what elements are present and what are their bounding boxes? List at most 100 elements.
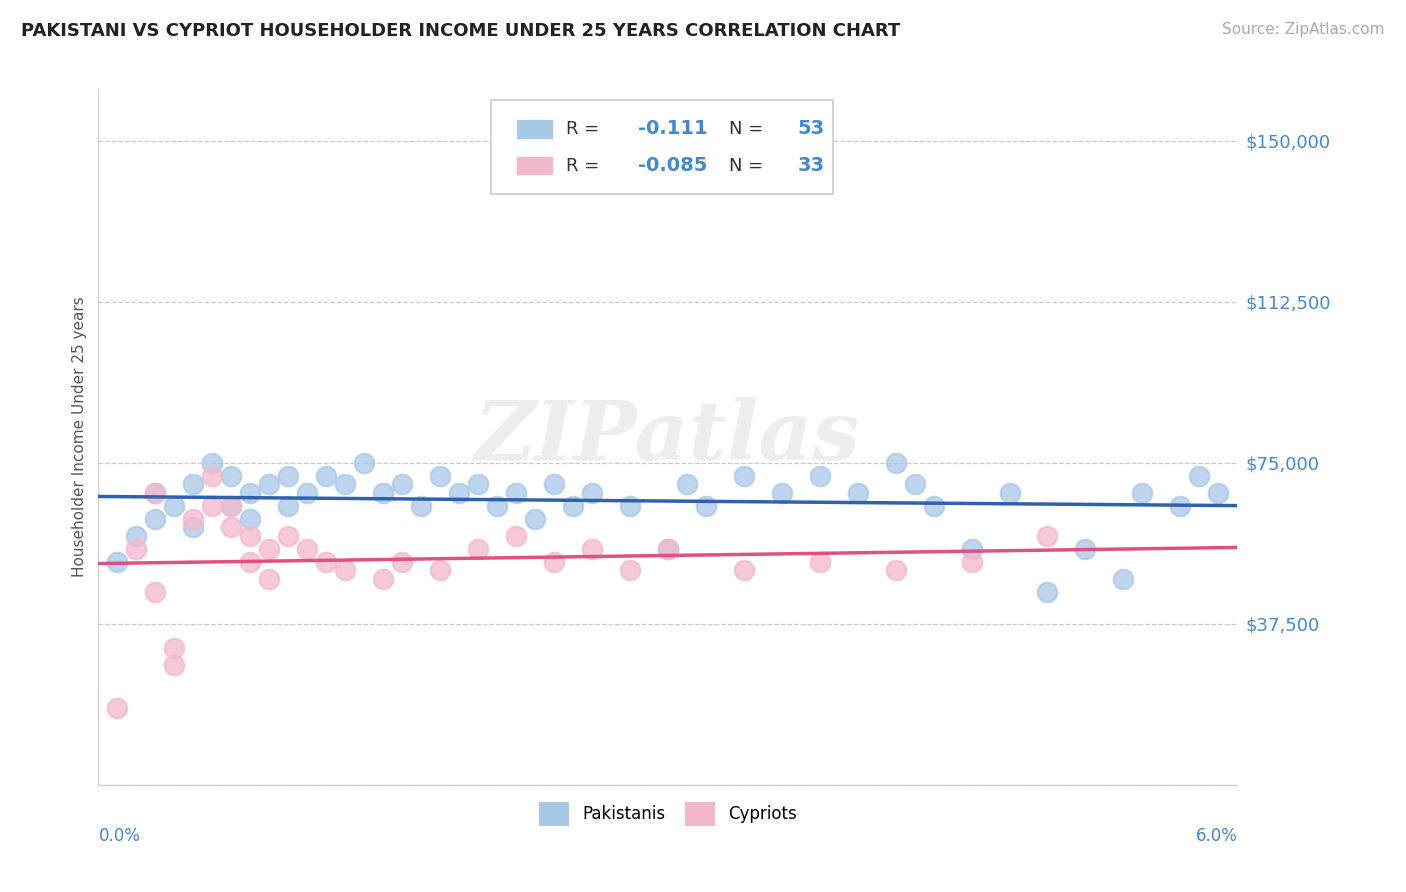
FancyBboxPatch shape xyxy=(491,100,832,194)
Point xyxy=(429,468,451,483)
Point xyxy=(657,541,679,556)
Point xyxy=(505,529,527,543)
Text: -0.085: -0.085 xyxy=(638,156,707,175)
Point xyxy=(411,499,433,513)
Legend: Pakistanis, Cypriots: Pakistanis, Cypriots xyxy=(526,789,810,839)
Point xyxy=(239,555,262,569)
Point xyxy=(201,468,224,483)
Point xyxy=(1112,572,1135,586)
Point xyxy=(107,555,129,569)
Point xyxy=(371,572,394,586)
Point xyxy=(221,499,243,513)
Point xyxy=(163,657,186,672)
Point xyxy=(676,477,699,491)
Point xyxy=(107,700,129,714)
Point xyxy=(505,486,527,500)
Point xyxy=(733,563,755,577)
Point xyxy=(884,563,907,577)
Point xyxy=(145,511,167,525)
Point xyxy=(259,572,281,586)
Point xyxy=(1264,477,1286,491)
Point xyxy=(315,555,337,569)
Point xyxy=(657,541,679,556)
Point xyxy=(1208,486,1230,500)
Point xyxy=(1074,541,1097,556)
Text: Source: ZipAtlas.com: Source: ZipAtlas.com xyxy=(1222,22,1385,37)
Point xyxy=(770,486,793,500)
Point xyxy=(183,511,205,525)
Point xyxy=(259,541,281,556)
Point xyxy=(998,486,1021,500)
Point xyxy=(1036,529,1059,543)
Point xyxy=(808,555,831,569)
Text: N =: N = xyxy=(730,157,769,175)
Point xyxy=(391,555,413,569)
Point xyxy=(733,468,755,483)
Point xyxy=(1132,486,1154,500)
Point xyxy=(125,541,148,556)
Point xyxy=(239,511,262,525)
Point xyxy=(808,468,831,483)
Point xyxy=(846,486,869,500)
Text: N =: N = xyxy=(730,120,769,138)
Point xyxy=(335,563,357,577)
Point xyxy=(239,486,262,500)
Point xyxy=(277,499,299,513)
Point xyxy=(619,499,641,513)
Point xyxy=(201,456,224,470)
Point xyxy=(960,541,983,556)
Point xyxy=(922,499,945,513)
Point xyxy=(145,584,167,599)
Point xyxy=(429,563,451,577)
Point xyxy=(183,520,205,534)
Point xyxy=(960,555,983,569)
FancyBboxPatch shape xyxy=(516,120,553,138)
Text: PAKISTANI VS CYPRIOT HOUSEHOLDER INCOME UNDER 25 YEARS CORRELATION CHART: PAKISTANI VS CYPRIOT HOUSEHOLDER INCOME … xyxy=(21,22,900,40)
Point xyxy=(221,499,243,513)
Point xyxy=(259,477,281,491)
Text: 33: 33 xyxy=(797,156,825,175)
Point xyxy=(353,456,375,470)
Point xyxy=(449,486,471,500)
Point xyxy=(371,486,394,500)
Point xyxy=(297,541,319,556)
FancyBboxPatch shape xyxy=(516,156,553,176)
Point xyxy=(467,477,489,491)
Point xyxy=(562,499,585,513)
Text: ZIPatlas: ZIPatlas xyxy=(475,397,860,477)
Point xyxy=(524,511,547,525)
Point xyxy=(335,477,357,491)
Text: 0.0%: 0.0% xyxy=(98,827,141,845)
Point xyxy=(543,555,565,569)
Point xyxy=(277,529,299,543)
Point xyxy=(581,486,603,500)
Point xyxy=(1246,468,1268,483)
Text: R =: R = xyxy=(567,120,606,138)
Text: 53: 53 xyxy=(797,120,825,138)
Point xyxy=(125,529,148,543)
Point xyxy=(581,541,603,556)
Point xyxy=(183,477,205,491)
Point xyxy=(221,468,243,483)
Point xyxy=(904,477,927,491)
Y-axis label: Householder Income Under 25 years: Householder Income Under 25 years xyxy=(72,297,87,577)
Point xyxy=(277,468,299,483)
Text: R =: R = xyxy=(567,157,606,175)
Text: -0.111: -0.111 xyxy=(638,120,707,138)
Point xyxy=(315,468,337,483)
Point xyxy=(543,477,565,491)
Point xyxy=(486,499,509,513)
Point xyxy=(884,456,907,470)
Point xyxy=(1036,584,1059,599)
Point xyxy=(239,529,262,543)
Point xyxy=(163,640,186,655)
Point xyxy=(467,541,489,556)
Point xyxy=(145,486,167,500)
Point xyxy=(1170,499,1192,513)
Point xyxy=(297,486,319,500)
Point xyxy=(201,499,224,513)
Text: 6.0%: 6.0% xyxy=(1195,827,1237,845)
Point xyxy=(619,563,641,577)
Point xyxy=(221,520,243,534)
Point xyxy=(1188,468,1211,483)
